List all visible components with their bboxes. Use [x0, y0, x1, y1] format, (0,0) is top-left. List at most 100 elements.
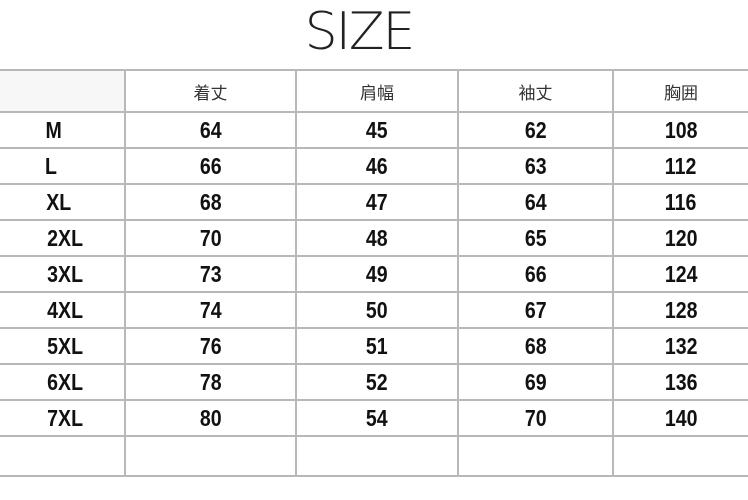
cell-value: 108	[664, 116, 698, 143]
cell-value: 46	[366, 152, 388, 179]
cell-value: 78	[199, 368, 222, 395]
cell-value: 63	[524, 152, 547, 179]
cell-size: XL	[0, 183, 126, 221]
cell-size: 7XL	[0, 399, 126, 437]
header-shoulder: 肩幅	[295, 69, 459, 113]
cell-shoulder: 50	[295, 291, 459, 329]
cell-value: 70	[199, 224, 222, 251]
cell-sleeve: 64	[457, 183, 614, 221]
cell-chest: 108	[612, 111, 748, 149]
cell-value: 136	[664, 368, 698, 395]
cell-shoulder: 47	[295, 183, 459, 221]
cell-value: 6XL	[47, 368, 84, 395]
cell-value: 124	[664, 260, 698, 287]
cell-length: 74	[124, 291, 297, 329]
cell-shoulder: 54	[295, 399, 459, 437]
empty-cell	[124, 435, 297, 477]
cell-value: 3XL	[47, 260, 84, 287]
cell-chest: 136	[612, 363, 748, 401]
table-row: M 64 45 62 108	[0, 111, 748, 149]
cell-length: 73	[124, 255, 297, 293]
cell-value: L	[45, 152, 58, 179]
cell-size: 4XL	[0, 291, 126, 329]
cell-length: 64	[124, 111, 297, 149]
empty-row	[0, 435, 748, 477]
cell-value: 73	[199, 260, 222, 287]
cell-value: 70	[524, 404, 547, 431]
cell-chest: 128	[612, 291, 748, 329]
cell-value: 51	[366, 332, 388, 359]
cell-value: 47	[366, 188, 388, 215]
cell-value: 66	[199, 152, 222, 179]
cell-length: 70	[124, 219, 297, 257]
cell-sleeve: 67	[457, 291, 614, 329]
cell-value: 68	[199, 188, 222, 215]
cell-value: 66	[524, 260, 547, 287]
cell-value: 76	[199, 332, 222, 359]
cell-value: 50	[366, 296, 388, 323]
cell-value: 80	[199, 404, 222, 431]
cell-length: 68	[124, 183, 297, 221]
cell-value: 128	[664, 296, 698, 323]
cell-value: 5XL	[47, 332, 84, 359]
cell-chest: 140	[612, 399, 748, 437]
empty-cell	[457, 435, 614, 477]
cell-length: 66	[124, 147, 297, 185]
header-length: 着丈	[124, 69, 297, 113]
table-row: 2XL 70 48 65 120	[0, 219, 748, 257]
cell-shoulder: 46	[295, 147, 459, 185]
cell-value: 65	[524, 224, 547, 251]
cell-value: 64	[199, 116, 222, 143]
cell-size: 6XL	[0, 363, 126, 401]
cell-value: 68	[524, 332, 547, 359]
cell-value: 45	[366, 116, 388, 143]
cell-size: M	[0, 111, 126, 149]
empty-cell	[295, 435, 459, 477]
table-row: 6XL 78 52 69 136	[0, 363, 748, 401]
header-chest: 胸囲	[612, 69, 748, 113]
cell-size: L	[0, 147, 126, 185]
cell-value: 140	[664, 404, 698, 431]
cell-shoulder: 52	[295, 363, 459, 401]
cell-sleeve: 69	[457, 363, 614, 401]
cell-value: 132	[664, 332, 698, 359]
header-size	[0, 69, 126, 113]
cell-sleeve: 68	[457, 327, 614, 365]
cell-sleeve: 62	[457, 111, 614, 149]
cell-value: 54	[366, 404, 388, 431]
table-row: 7XL 80 54 70 140	[0, 399, 748, 437]
cell-value: 74	[199, 296, 222, 323]
cell-value: 64	[524, 188, 547, 215]
cell-value: XL	[46, 188, 72, 215]
cell-size: 2XL	[0, 219, 126, 257]
cell-shoulder: 48	[295, 219, 459, 257]
table-row: L 66 46 63 112	[0, 147, 748, 185]
cell-sleeve: 63	[457, 147, 614, 185]
header-row: 着丈 肩幅 袖丈 胸囲	[0, 69, 748, 113]
cell-value: 112	[665, 152, 697, 179]
cell-size: 3XL	[0, 255, 126, 293]
cell-shoulder: 51	[295, 327, 459, 365]
cell-shoulder: 49	[295, 255, 459, 293]
table-row: XL 68 47 64 116	[0, 183, 748, 221]
cell-value: 7XL	[47, 404, 84, 431]
cell-chest: 124	[612, 255, 748, 293]
table-row: 4XL 74 50 67 128	[0, 291, 748, 329]
header-sleeve: 袖丈	[457, 69, 614, 113]
cell-length: 80	[124, 399, 297, 437]
cell-value: 48	[366, 224, 388, 251]
table-row: 3XL 73 49 66 124	[0, 255, 748, 293]
cell-chest: 116	[612, 183, 748, 221]
size-table: 着丈 肩幅 袖丈 胸囲 M 64 45 62 108 L 66 46 63 112 XL 68 47 64 116 2…	[0, 69, 748, 477]
cell-value: 2XL	[47, 224, 84, 251]
cell-sleeve: 70	[457, 399, 614, 437]
cell-chest: 120	[612, 219, 748, 257]
cell-value: 116	[665, 188, 697, 215]
cell-sleeve: 65	[457, 219, 614, 257]
cell-value: 120	[664, 224, 698, 251]
table-row: 5XL 76 51 68 132	[0, 327, 748, 365]
cell-shoulder: 45	[295, 111, 459, 149]
cell-length: 76	[124, 327, 297, 365]
cell-length: 78	[124, 363, 297, 401]
empty-cell	[612, 435, 748, 477]
